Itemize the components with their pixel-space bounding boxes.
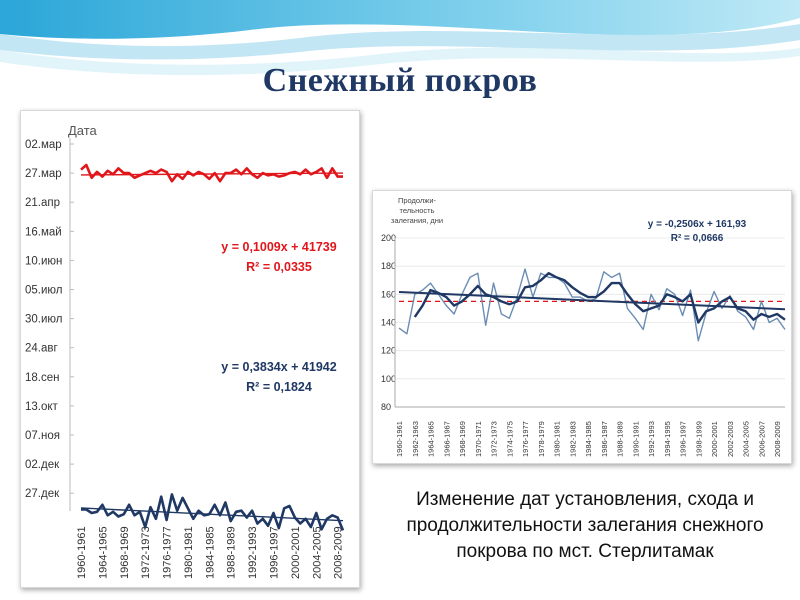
- duration-x-tick-label: 1992-1993: [647, 421, 656, 457]
- duration-r2: R² = 0,0666: [671, 233, 724, 244]
- duration-y-tick-label: 140: [381, 318, 396, 328]
- duration-x-tick-label: 1984-1985: [584, 421, 593, 457]
- duration-x-tick-label: 1976-1977: [521, 421, 530, 457]
- dates-y-tick-label: 21.апр: [25, 197, 60, 209]
- duration-x-tick-label: 1988-1989: [616, 421, 625, 457]
- duration-x-tick-label: 1996-1997: [679, 421, 688, 457]
- dates-x-tick-label: 1972-1973: [140, 526, 152, 579]
- dates-y-tick-label: 02.дек: [25, 459, 60, 471]
- duration-x-tick-label: 1982-1983: [568, 421, 577, 457]
- slide-caption: Изменение дат установления, схода и прод…: [406, 489, 764, 562]
- dates-chart-panel: Дата 02.мар 27.мар 21.апр 16.май 10.июн 05.ию…: [20, 110, 360, 588]
- duration-x-tick-label: 1980-1981: [553, 421, 562, 457]
- dates-y-tick-label: 10.июн: [25, 255, 62, 267]
- dates-y-tick-label: 07.ноя: [25, 430, 60, 442]
- duration-x-tick-label: 1972-1973: [490, 421, 499, 457]
- duration-equation: y = -0,2506x + 161,93: [648, 219, 747, 230]
- dates-x-tick-label: 1988-1989: [226, 526, 238, 579]
- dates-y-tick-label: 24.авг: [25, 343, 58, 355]
- dates-x-tick-label: 1996-1997: [268, 526, 280, 579]
- duration-y-label-line: Продолжи-: [398, 196, 437, 205]
- duration-x-tick-label: 1964-1965: [427, 421, 436, 457]
- duration-x-tick-label: 2000-2001: [710, 421, 719, 457]
- duration-y-label-line: тельность: [400, 206, 435, 215]
- duration-y-label-line: залегания, дни: [391, 216, 443, 225]
- snow-cover-onset-line: [81, 493, 345, 531]
- duration-x-tick-label: 1986-1987: [600, 421, 609, 457]
- duration-x-tick-label: 1960-1961: [395, 421, 404, 457]
- dates-chart: Дата 02.мар 27.мар 21.апр 16.май 10.июн 05.ию…: [25, 123, 345, 579]
- dates-x-tick-label: 2008-2009: [333, 526, 345, 579]
- duration-x-tick-label: 1994-1995: [663, 421, 672, 457]
- dates-y-tick-label: 30.июл: [25, 314, 63, 326]
- dates-y-tick-label: 18.сен: [25, 372, 59, 384]
- slide-title: Снежный покров: [262, 62, 538, 99]
- snow-melt-trendline: [80, 172, 344, 176]
- dates-x-tick-label: 1984-1985: [204, 526, 216, 579]
- dates-y-tick-label: 16.май: [25, 226, 62, 238]
- dates-x-tick-label: 1968-1969: [119, 526, 131, 579]
- duration-smoothed-line: [413, 271, 786, 324]
- dates-x-tick-label: 1960-1961: [76, 526, 88, 579]
- snow-cover-onset-trendline: [80, 507, 344, 522]
- duration-x-tick-label: 2008-2009: [773, 421, 782, 457]
- onset-r2: R² = 0,1824: [246, 380, 312, 394]
- dates-y-axis-label: Дата: [68, 123, 98, 138]
- dates-y-tick-label: 02.мар: [25, 139, 62, 151]
- duration-x-tick-label: 2002-2003: [726, 421, 735, 457]
- duration-y-tick-label: 180: [381, 261, 396, 271]
- dates-y-tick-label: 13.окт: [25, 401, 59, 413]
- duration-y-tick-label: 160: [381, 289, 396, 299]
- duration-chart-panel: Продолжи-тельность залегания, дни 200 180 1…: [372, 190, 792, 464]
- duration-x-tick-label: 1978-1979: [537, 421, 546, 457]
- dates-x-tick-label: 1992-1993: [247, 526, 259, 579]
- duration-x-tick-label: 1998-1999: [694, 421, 703, 457]
- dates-x-tick-label: 2004-2005: [311, 526, 323, 579]
- duration-y-tick-label: 80: [381, 402, 391, 412]
- header-wave: [0, 0, 800, 75]
- duration-chart: Продолжи-тельность залегания, дни 200 180 1…: [381, 196, 786, 457]
- duration-x-tick-label: 2006-2007: [757, 421, 766, 457]
- duration-trendline: [398, 290, 786, 311]
- melt-equation: y = 0,1009x + 41739: [221, 240, 336, 254]
- duration-x-tick-label: 1962-1963: [411, 421, 420, 457]
- dates-y-tick-label: 05.июл: [25, 285, 63, 297]
- dates-x-tick-label: 2000-2001: [290, 526, 302, 579]
- onset-equation: y = 0,3834x + 41942: [221, 360, 336, 374]
- duration-x-tick-label: 1966-1967: [442, 421, 451, 457]
- dates-x-tick-label: 1980-1981: [183, 526, 195, 579]
- dates-y-tick-label: 27.дек: [25, 488, 60, 500]
- duration-y-tick-label: 200: [381, 233, 396, 243]
- melt-r2: R² = 0,0335: [246, 260, 312, 274]
- duration-x-tick-label: 2004-2005: [742, 421, 751, 457]
- duration-x-tick-label: 1970-1971: [474, 421, 483, 457]
- dates-y-tick-label: 27.мар: [25, 168, 62, 180]
- duration-x-tick-label: 1974-1975: [505, 421, 514, 457]
- duration-y-tick-label: 100: [381, 374, 396, 384]
- duration-x-tick-label: 1990-1991: [631, 421, 640, 457]
- duration-y-tick-label: 120: [381, 346, 396, 356]
- duration-y-axis-label: Продолжи-тельность залегания, дни: [391, 196, 443, 225]
- dates-x-tick-label: 1964-1965: [97, 526, 109, 579]
- duration-x-tick-label: 1968-1969: [458, 421, 467, 457]
- dates-x-tick-label: 1976-1977: [162, 526, 174, 579]
